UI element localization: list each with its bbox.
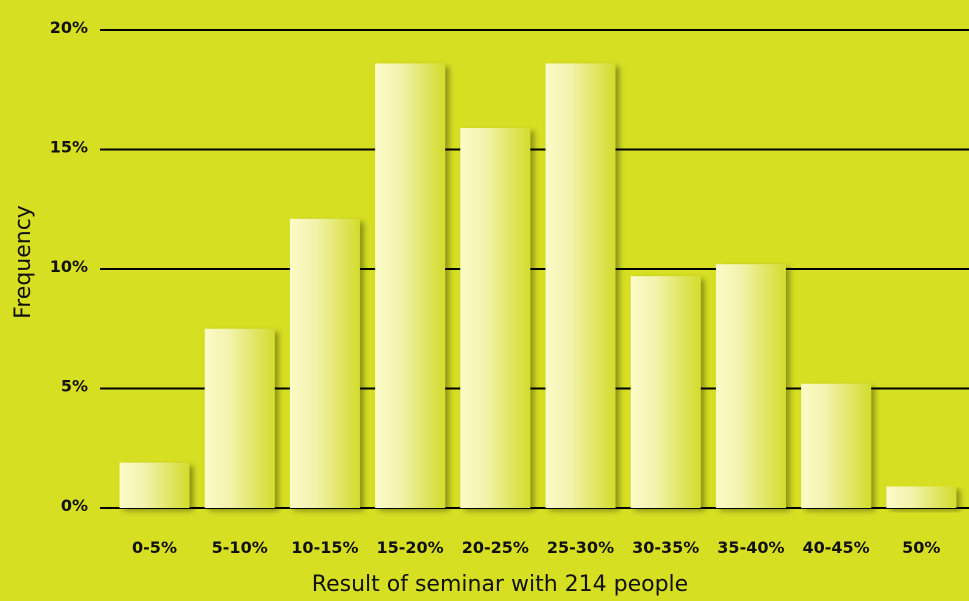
x-tick-label: 20-25% — [462, 538, 529, 557]
x-tick-label: 0-5% — [132, 538, 177, 557]
bar — [460, 127, 531, 509]
x-tick-label: 10-15% — [291, 538, 358, 557]
bar — [204, 328, 275, 508]
bar — [886, 486, 957, 508]
bars — [119, 63, 957, 509]
x-tick-label: 50% — [902, 538, 940, 557]
y-tick-label: 5% — [61, 377, 88, 396]
bar — [375, 63, 446, 509]
bar — [289, 218, 360, 508]
y-tick-label: 20% — [50, 18, 88, 37]
y-tick-label: 0% — [61, 496, 88, 515]
x-tick-label: 5-10% — [212, 538, 268, 557]
bar — [119, 462, 190, 508]
bar — [545, 63, 616, 509]
x-axis-title: Result of seminar with 214 people — [312, 572, 688, 597]
x-tick-label: 30-35% — [632, 538, 699, 557]
x-tick-label: 35-40% — [717, 538, 784, 557]
x-tick-label: 15-20% — [376, 538, 443, 557]
bar — [715, 264, 786, 508]
y-axis-title: Frequency — [11, 205, 36, 319]
bar — [630, 276, 701, 508]
y-tick-label: 10% — [50, 257, 88, 276]
x-tick-label: 40-45% — [802, 538, 869, 557]
bar — [801, 383, 872, 508]
x-tick-labels: 0-5% 5-10% 10-15% 15-20% 20-25% 25-30% 30-35% 3… — [132, 538, 940, 557]
y-tick-labels: 0% 5% 10% 15% 20% — [50, 18, 88, 515]
y-tick-label: 15% — [50, 138, 88, 157]
x-tick-label: 25-30% — [547, 538, 614, 557]
